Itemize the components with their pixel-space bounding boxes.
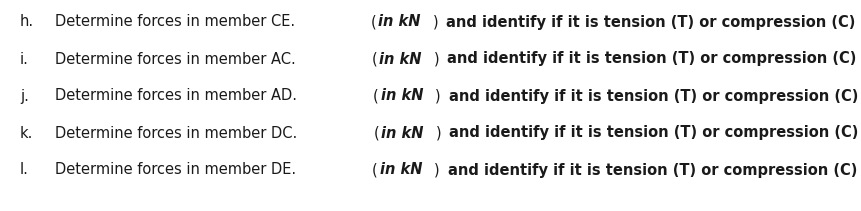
Text: i.: i.	[20, 51, 28, 66]
Text: in kN: in kN	[381, 126, 423, 141]
Text: Determine forces in member AC.: Determine forces in member AC.	[55, 51, 300, 66]
Text: ): )	[432, 15, 443, 30]
Text: ): )	[436, 126, 445, 141]
Text: (: (	[373, 126, 379, 141]
Text: (: (	[370, 15, 376, 30]
Text: in kN: in kN	[379, 51, 421, 66]
Text: h.: h.	[20, 15, 34, 30]
Text: in kN: in kN	[379, 162, 422, 177]
Text: in kN: in kN	[378, 15, 420, 30]
Text: j.: j.	[20, 88, 28, 104]
Text: (: (	[372, 162, 377, 177]
Text: Determine forces in member DE.: Determine forces in member DE.	[55, 162, 300, 177]
Text: ): )	[434, 162, 444, 177]
Text: ): )	[435, 88, 445, 104]
Text: and identify if it is tension (T) or compression (C): and identify if it is tension (T) or com…	[447, 162, 856, 177]
Text: (: (	[371, 51, 377, 66]
Text: (: (	[373, 88, 379, 104]
Text: and identify if it is tension (T) or compression (C): and identify if it is tension (T) or com…	[446, 15, 855, 30]
Text: l.: l.	[20, 162, 28, 177]
Text: Determine forces in member AD.: Determine forces in member AD.	[55, 88, 301, 104]
Text: and identify if it is tension (T) or compression (C): and identify if it is tension (T) or com…	[449, 88, 857, 104]
Text: and identify if it is tension (T) or compression (C): and identify if it is tension (T) or com…	[449, 126, 858, 141]
Text: Determine forces in member CE.: Determine forces in member CE.	[55, 15, 300, 30]
Text: Determine forces in member DC.: Determine forces in member DC.	[55, 126, 301, 141]
Text: in kN: in kN	[381, 88, 423, 104]
Text: and identify if it is tension (T) or compression (C): and identify if it is tension (T) or com…	[447, 51, 856, 66]
Text: k.: k.	[20, 126, 34, 141]
Text: ): )	[433, 51, 443, 66]
